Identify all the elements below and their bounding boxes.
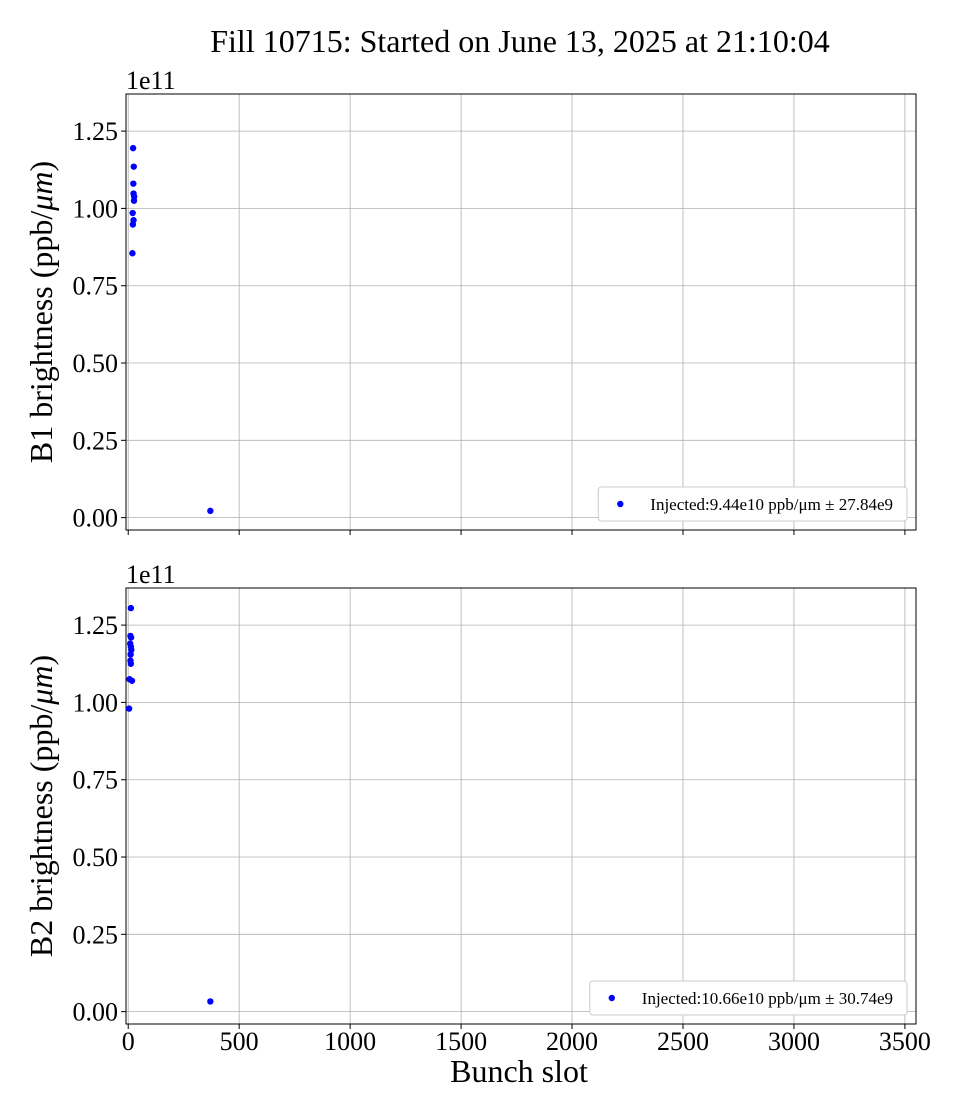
x-tick-label: 2500 xyxy=(657,1027,709,1056)
data-point xyxy=(129,250,136,257)
data-point xyxy=(130,180,137,187)
data-point xyxy=(129,144,137,152)
y-tick-label: 0.25 xyxy=(73,920,119,949)
panel-b2: 0 500 1000 1500 2000 2500 3000 3500 0.00 0.25 0.50… xyxy=(23,560,931,1089)
data-point xyxy=(128,677,136,684)
y-tick-label: 0.50 xyxy=(73,349,119,378)
x-tick-label: 1500 xyxy=(435,1027,487,1056)
y-tick-label: 0.75 xyxy=(73,272,119,301)
legend-label: Injected:9.44e10 ppb/μm ± 27.84e9 xyxy=(650,495,893,514)
axes-frame xyxy=(125,93,917,531)
y-tick-label: 0.50 xyxy=(73,843,119,872)
x-tick-label: 2000 xyxy=(546,1027,598,1056)
legend: Injected:10.66e10 ppb/μm ± 30.74e9 xyxy=(589,980,908,1016)
y-axis-label: B1 brightness (ppb/μm) xyxy=(23,161,59,463)
legend-label: Injected:10.66e10 ppb/μm ± 30.74e9 xyxy=(642,989,893,1008)
y-tick-label: 0.75 xyxy=(73,766,119,795)
y-tick-label: 0.25 xyxy=(73,426,119,455)
x-tick-label: 1000 xyxy=(324,1027,376,1056)
axes-frame xyxy=(125,587,917,1025)
data-point xyxy=(127,651,134,658)
data-point xyxy=(129,209,136,217)
x-tick-label: 0 xyxy=(122,1027,135,1056)
y-tick-label: 1.00 xyxy=(73,688,119,717)
data-point xyxy=(207,507,214,515)
data-point xyxy=(130,197,138,204)
y-tick-label: 1.00 xyxy=(73,194,119,223)
legend: Injected:9.44e10 ppb/μm ± 27.84e9 xyxy=(597,486,908,522)
y-tick-label: 1.25 xyxy=(73,117,119,146)
legend-box xyxy=(589,980,908,1016)
y-scale-label: 1e11 xyxy=(126,560,176,589)
y-scale-label: 1e11 xyxy=(126,66,176,95)
x-tick-label: 3500 xyxy=(879,1027,931,1056)
data-point xyxy=(207,998,214,1005)
y-axis-label: B2 brightness (ppb/μm) xyxy=(23,655,59,957)
legend-marker xyxy=(608,994,615,1002)
data-point xyxy=(127,660,135,667)
y-tick-label: 0.00 xyxy=(73,998,119,1027)
data-point xyxy=(129,221,137,228)
data-point xyxy=(125,705,133,712)
x-tick-label: 500 xyxy=(220,1027,259,1056)
data-point xyxy=(127,604,135,612)
legend-box xyxy=(597,486,908,522)
data-point xyxy=(130,163,137,170)
y-tick-label: 0.00 xyxy=(73,504,119,533)
x-tick-label: 3000 xyxy=(768,1027,820,1056)
x-axis-label: Bunch slot xyxy=(450,1053,588,1089)
y-tick-label: 1.25 xyxy=(73,611,119,640)
legend-marker xyxy=(617,500,624,508)
data-point xyxy=(127,634,135,641)
chart-title: Fill 10715: Started on June 13, 2025 at … xyxy=(210,23,830,59)
